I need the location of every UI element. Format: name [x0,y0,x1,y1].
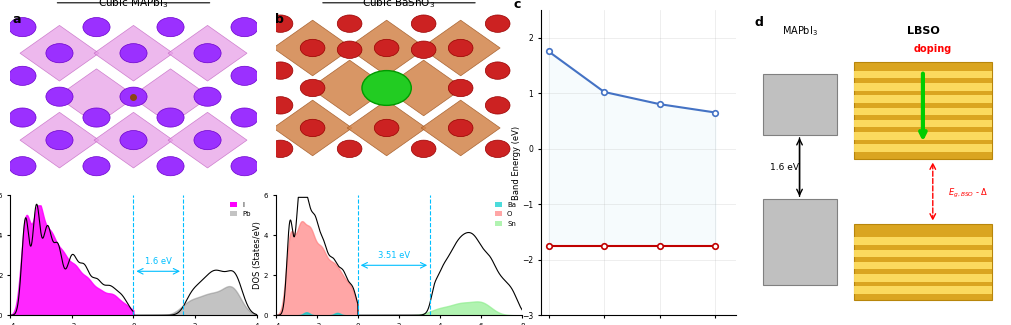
Circle shape [157,18,184,37]
Bar [853,286,991,294]
Circle shape [9,108,36,127]
Text: LBSO: LBSO [906,26,938,36]
Circle shape [45,131,73,150]
Bar [853,71,991,78]
Circle shape [9,66,36,85]
Circle shape [485,140,510,158]
Text: 1.6 eV: 1.6 eV [769,162,799,172]
Circle shape [268,15,292,32]
Circle shape [448,79,472,97]
Polygon shape [94,25,173,81]
Circle shape [300,119,325,136]
Bar [853,95,991,103]
Text: 3.51 eV: 3.51 eV [377,251,409,260]
Circle shape [157,108,184,127]
Polygon shape [309,60,388,116]
Text: c: c [514,0,521,10]
Circle shape [485,97,510,114]
Polygon shape [347,100,426,156]
Polygon shape [130,69,210,124]
Polygon shape [57,69,135,124]
Circle shape [120,131,147,150]
Bar [853,262,991,269]
Y-axis label: DOS (States/eV): DOS (States/eV) [253,221,262,289]
Bar [853,108,991,115]
Circle shape [374,39,398,57]
Text: b: b [275,13,284,26]
Circle shape [9,18,36,37]
Text: MAPbI$_3$: MAPbI$_3$ [780,24,817,38]
Y-axis label: Band Energy (eV): Band Energy (eV) [512,125,521,200]
Circle shape [231,108,258,127]
Circle shape [194,131,220,150]
Circle shape [194,44,220,63]
Circle shape [231,18,258,37]
Circle shape [337,140,362,158]
Circle shape [194,87,220,106]
Circle shape [83,18,110,37]
Circle shape [374,79,398,97]
Polygon shape [20,112,99,168]
Bar [853,237,991,245]
Bar [853,62,991,160]
Circle shape [231,66,258,85]
Bar [853,132,991,140]
Polygon shape [273,20,352,76]
Circle shape [485,15,510,32]
Polygon shape [94,112,173,168]
Circle shape [300,79,325,97]
Circle shape [120,87,147,106]
Circle shape [374,119,398,136]
Polygon shape [273,100,352,156]
Text: a: a [12,13,20,26]
Circle shape [45,44,73,63]
Text: d: d [754,16,762,29]
Circle shape [337,41,362,58]
Bar [853,274,991,282]
Circle shape [157,157,184,176]
Text: doping: doping [913,45,951,55]
Polygon shape [20,25,99,81]
Bar [853,144,991,152]
Bar [853,120,991,127]
Circle shape [120,44,147,63]
Polygon shape [168,112,247,168]
Circle shape [362,71,410,105]
Circle shape [300,39,325,57]
Circle shape [410,140,436,158]
Bar [853,250,991,257]
Circle shape [83,157,110,176]
Legend: I, Pb: I, Pb [226,199,253,220]
Title: Cubic MAPbI$_3$: Cubic MAPbI$_3$ [98,0,169,10]
Circle shape [337,15,362,32]
Circle shape [268,62,292,79]
Bar [761,199,836,285]
Title: Cubic BaSnO$_3$: Cubic BaSnO$_3$ [362,0,435,10]
Circle shape [268,97,292,114]
Circle shape [448,39,472,57]
Circle shape [410,15,436,32]
Circle shape [9,157,36,176]
Circle shape [231,157,258,176]
Bar [853,83,991,91]
Polygon shape [168,25,247,81]
Circle shape [448,119,472,136]
Polygon shape [421,100,499,156]
Polygon shape [421,20,499,76]
Legend: Ba, O, Sn: Ba, O, Sn [491,199,519,229]
Bar [853,224,991,300]
Polygon shape [347,20,426,76]
Circle shape [45,87,73,106]
Text: $E_{g,BSO}$ - $\Delta$: $E_{g,BSO}$ - $\Delta$ [946,187,988,200]
Polygon shape [384,60,463,116]
Bar [761,74,836,135]
Circle shape [485,62,510,79]
Circle shape [268,140,292,158]
Text: 1.6 eV: 1.6 eV [145,257,172,266]
Circle shape [83,108,110,127]
Circle shape [410,41,436,58]
